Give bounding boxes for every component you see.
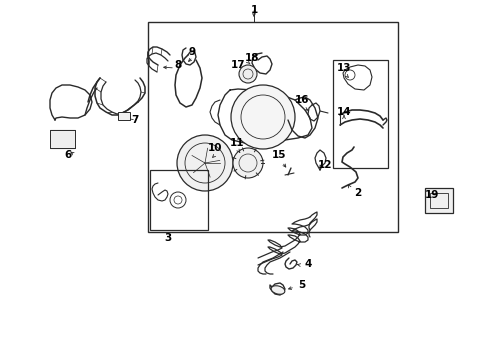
Text: 6: 6 [64,150,72,160]
Bar [333,60,387,168]
Text: 19: 19 [424,190,439,200]
Text: 1: 1 [250,5,257,15]
Circle shape [239,65,257,83]
Text: 14: 14 [336,107,350,117]
Text: 3: 3 [164,233,171,243]
Text: 4: 4 [303,259,311,269]
Ellipse shape [271,286,284,294]
Text: 15: 15 [271,150,286,160]
Text: 7: 7 [131,115,138,125]
Text: 9: 9 [188,47,195,57]
Text: 17: 17 [230,60,245,70]
Circle shape [177,135,232,191]
Circle shape [230,85,294,149]
Text: 11: 11 [229,138,244,148]
Bar [150,170,208,230]
Bar [50,130,75,148]
Text: 8: 8 [174,60,181,70]
Text: 5: 5 [298,280,305,290]
Bar [118,112,130,120]
Text: 16: 16 [294,95,309,105]
Text: 18: 18 [244,53,259,63]
Bar [424,188,452,213]
Text: 12: 12 [317,160,332,170]
Circle shape [232,148,262,178]
Bar [429,193,447,208]
Bar [148,22,397,232]
Text: 13: 13 [336,63,350,73]
Text: 2: 2 [354,188,361,198]
Text: 10: 10 [207,143,222,153]
